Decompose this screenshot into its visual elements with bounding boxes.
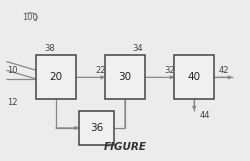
Bar [174, 55, 214, 99]
Text: 42: 42 [219, 66, 230, 75]
Bar [79, 111, 114, 145]
Text: 12: 12 [8, 98, 18, 107]
Text: 34: 34 [132, 44, 143, 52]
Text: 100: 100 [22, 13, 38, 22]
Text: 20: 20 [49, 72, 62, 82]
Text: 10: 10 [8, 66, 18, 75]
Text: FIGURE: FIGURE [104, 142, 146, 152]
Text: 32: 32 [164, 66, 175, 75]
Text: 38: 38 [45, 44, 56, 52]
Bar [105, 55, 145, 99]
Bar [36, 55, 76, 99]
Text: 40: 40 [188, 72, 201, 82]
Text: 36: 36 [90, 123, 103, 133]
Text: 44: 44 [199, 111, 210, 120]
Text: 22: 22 [96, 66, 106, 75]
Text: 30: 30 [118, 72, 132, 82]
